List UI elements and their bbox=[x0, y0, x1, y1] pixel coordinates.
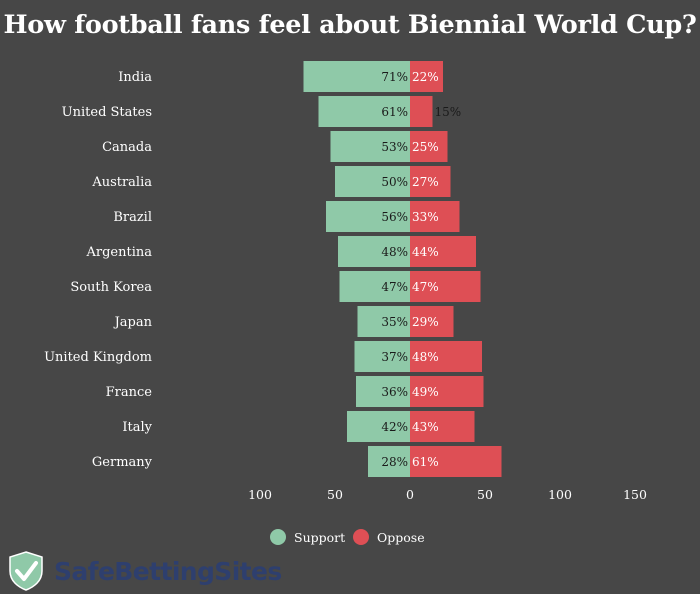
support-bar-australia[interactable] bbox=[335, 166, 410, 197]
x-tick-label: 100 bbox=[548, 487, 572, 502]
support-bar-brazil[interactable] bbox=[326, 201, 410, 232]
x-tick-label: 100 bbox=[248, 487, 272, 502]
oppose-value-brazil: 33% bbox=[412, 210, 439, 224]
brand-logo[interactable]: SafeBettingSites bbox=[8, 551, 282, 591]
oppose-value-japan: 29% bbox=[412, 315, 439, 329]
category-label-india: India bbox=[118, 70, 152, 85]
category-label-south-korea: South Korea bbox=[70, 280, 152, 295]
support-bar-germany[interactable] bbox=[368, 446, 410, 477]
support-bar-argentina[interactable] bbox=[338, 236, 410, 267]
support-bar-france[interactable] bbox=[356, 376, 410, 407]
oppose-value-germany: 61% bbox=[412, 455, 439, 469]
oppose-bar-japan[interactable] bbox=[410, 306, 454, 337]
oppose-bar-germany[interactable] bbox=[410, 446, 502, 477]
oppose-value-italy: 43% bbox=[412, 420, 439, 434]
support-value-united-states: 61% bbox=[381, 105, 408, 119]
legend-label-support[interactable]: Support bbox=[294, 530, 345, 545]
bars-layer bbox=[303, 61, 502, 477]
oppose-value-south-korea: 47% bbox=[412, 280, 439, 294]
category-label-united-states: United States bbox=[62, 105, 152, 120]
oppose-bar-australia[interactable] bbox=[410, 166, 451, 197]
category-label-united-kingdom: United Kingdom bbox=[44, 350, 152, 365]
support-bar-japan[interactable] bbox=[357, 306, 411, 337]
oppose-value-argentina: 44% bbox=[412, 245, 439, 259]
shield-check-icon bbox=[9, 551, 43, 591]
category-label-canada: Canada bbox=[102, 140, 152, 155]
oppose-value-australia: 27% bbox=[412, 175, 439, 189]
oppose-bar-argentina[interactable] bbox=[410, 236, 476, 267]
support-bar-india[interactable] bbox=[303, 61, 411, 92]
support-value-germany: 28% bbox=[381, 455, 408, 469]
support-bar-south-korea[interactable] bbox=[339, 271, 411, 302]
support-value-italy: 42% bbox=[381, 420, 408, 434]
category-label-brazil: Brazil bbox=[113, 210, 152, 225]
category-label-australia: Australia bbox=[91, 175, 152, 190]
x-tick-label: 0 bbox=[406, 487, 414, 502]
oppose-bar-india[interactable] bbox=[410, 61, 443, 92]
support-value-japan: 35% bbox=[381, 315, 408, 329]
oppose-value-canada: 25% bbox=[412, 140, 439, 154]
support-value-france: 36% bbox=[381, 385, 408, 399]
category-labels: India United States Canada Australia Brazil A… bbox=[44, 70, 153, 470]
legend[interactable]: Support Oppose bbox=[270, 529, 425, 545]
x-tick-label: 50 bbox=[477, 487, 493, 502]
category-label-germany: Germany bbox=[92, 455, 153, 470]
support-value-united-kingdom: 37% bbox=[381, 350, 408, 364]
legend-label-oppose[interactable]: Oppose bbox=[377, 530, 425, 545]
support-value-india: 71% bbox=[381, 70, 408, 84]
support-bar-united-kingdom[interactable] bbox=[354, 341, 411, 372]
support-value-brazil: 56% bbox=[381, 210, 408, 224]
oppose-bar-united-kingdom[interactable] bbox=[410, 341, 482, 372]
x-tick-label: 150 bbox=[623, 487, 647, 502]
brand-name: SafeBettingSites bbox=[54, 556, 282, 586]
oppose-bar-brazil[interactable] bbox=[410, 201, 460, 232]
category-label-italy: Italy bbox=[122, 420, 152, 435]
chart-title: How football fans feel about Biennial Wo… bbox=[3, 10, 697, 40]
support-value-australia: 50% bbox=[381, 175, 408, 189]
oppose-bar-united-states[interactable] bbox=[410, 96, 433, 127]
category-label-japan: Japan bbox=[113, 315, 153, 330]
support-bar-united-states[interactable] bbox=[318, 96, 411, 127]
support-value-south-korea: 47% bbox=[381, 280, 408, 294]
oppose-bar-france[interactable] bbox=[410, 376, 484, 407]
legend-swatch-oppose[interactable] bbox=[353, 529, 369, 545]
oppose-bar-italy[interactable] bbox=[410, 411, 475, 442]
oppose-value-united-states: 15% bbox=[435, 105, 462, 119]
oppose-bar-south-korea[interactable] bbox=[410, 271, 481, 302]
oppose-value-india: 22% bbox=[412, 70, 439, 84]
value-labels: 71% 22% 61% 15% 53% 25% 50% 27% 56% 33% 48% 44% 47% 4… bbox=[381, 70, 461, 469]
category-label-france: France bbox=[106, 385, 153, 400]
oppose-value-france: 49% bbox=[412, 385, 439, 399]
support-bar-italy[interactable] bbox=[347, 411, 410, 442]
support-value-canada: 53% bbox=[381, 140, 408, 154]
support-value-argentina: 48% bbox=[381, 245, 408, 259]
x-tick-label: 50 bbox=[327, 487, 343, 502]
oppose-value-united-kingdom: 48% bbox=[412, 350, 439, 364]
oppose-bar-canada[interactable] bbox=[410, 131, 448, 162]
legend-swatch-support[interactable] bbox=[270, 529, 286, 545]
x-axis-ticks: 100 50 0 50 100 150 bbox=[248, 487, 647, 502]
support-bar-canada[interactable] bbox=[330, 131, 411, 162]
category-label-argentina: Argentina bbox=[86, 245, 153, 260]
